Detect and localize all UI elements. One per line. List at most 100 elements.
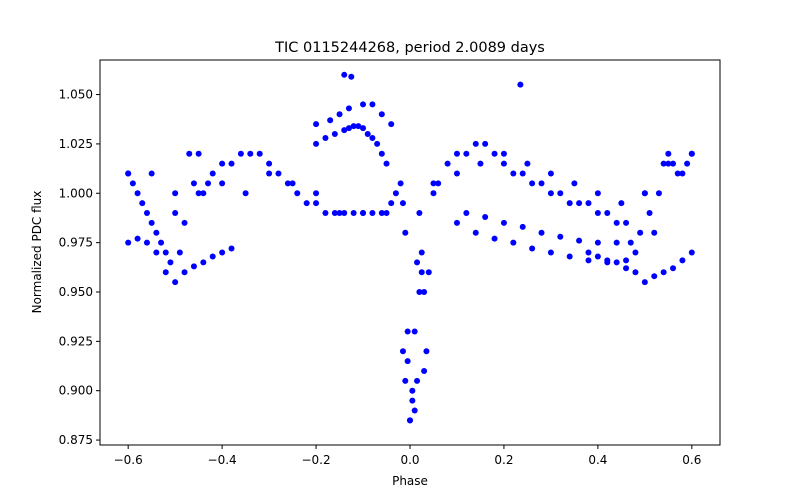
data-point: [355, 123, 362, 130]
data-point: [186, 150, 193, 157]
data-point: [219, 249, 226, 256]
data-point: [491, 150, 498, 157]
data-point: [289, 180, 296, 187]
data-point: [331, 131, 338, 138]
y-tick-label: 1.000: [59, 186, 93, 200]
data-point: [383, 210, 390, 217]
data-point: [472, 140, 479, 147]
data-point: [524, 160, 531, 167]
data-point: [143, 239, 150, 246]
data-point: [162, 249, 169, 256]
data-point: [158, 239, 165, 246]
data-point: [134, 235, 141, 242]
data-point: [623, 219, 630, 226]
data-point: [176, 249, 183, 256]
data-point: [200, 190, 207, 197]
y-axis: 0.875 0.900 0.925 0.950 0.975 1.000 1.025 1.050: [59, 88, 100, 447]
data-point: [219, 160, 226, 167]
data-point: [613, 259, 620, 266]
data-point: [430, 190, 437, 197]
data-point: [181, 219, 188, 226]
data-point: [576, 200, 583, 207]
x-tick-label: 0.2: [494, 453, 513, 467]
data-point: [388, 121, 395, 128]
data-point: [623, 265, 630, 272]
data-point: [665, 150, 672, 157]
data-point: [313, 200, 320, 207]
data-point: [670, 265, 677, 272]
data-point: [688, 150, 695, 157]
data-point: [402, 229, 409, 236]
data-point: [369, 101, 376, 108]
data-point: [364, 131, 371, 138]
data-point: [571, 180, 578, 187]
data-point: [228, 245, 235, 252]
data-point: [350, 123, 357, 130]
data-point: [414, 259, 421, 266]
data-point: [637, 229, 644, 236]
data-point: [500, 160, 507, 167]
data-point: [345, 125, 352, 132]
data-point: [519, 170, 526, 177]
data-point: [660, 160, 667, 167]
data-point: [660, 269, 667, 276]
data-point: [153, 249, 160, 256]
x-axis: −0.6 −0.4 −0.2 0.0 0.2 0.4 0.6: [114, 445, 701, 467]
data-point: [529, 180, 536, 187]
data-point: [322, 210, 329, 217]
data-point: [313, 121, 320, 128]
data-point: [402, 377, 409, 384]
data-point: [463, 210, 470, 217]
x-tick-label: −0.4: [208, 453, 237, 467]
data-point: [425, 269, 432, 276]
data-point: [313, 190, 320, 197]
data-point: [219, 180, 226, 187]
x-tick-label: 0.6: [682, 453, 701, 467]
data-point: [684, 160, 691, 167]
data-point: [423, 348, 430, 355]
data-point: [125, 170, 132, 177]
data-point: [125, 239, 132, 246]
y-tick-label: 0.875: [59, 433, 93, 447]
data-point: [594, 253, 601, 260]
data-point: [651, 273, 658, 280]
x-tick-label: 0.4: [588, 453, 607, 467]
data-point: [414, 377, 421, 384]
data-point: [679, 257, 686, 264]
data-point: [510, 170, 517, 177]
data-point: [418, 249, 425, 256]
data-point: [411, 407, 418, 414]
data-point: [500, 150, 507, 157]
data-point: [557, 233, 564, 240]
data-point: [378, 210, 385, 217]
data-point: [388, 200, 395, 207]
data-point: [294, 190, 301, 197]
data-point: [430, 180, 437, 187]
data-point: [655, 190, 662, 197]
data-point: [416, 288, 423, 295]
data-point: [453, 150, 460, 157]
y-tick-label: 1.050: [59, 88, 93, 102]
data-point: [399, 348, 406, 355]
data-point: [134, 190, 141, 197]
data-point: [148, 219, 155, 226]
data-point: [585, 249, 592, 256]
data-point: [247, 150, 254, 157]
data-point: [519, 223, 526, 230]
data-point: [266, 170, 273, 177]
data-point: [378, 150, 385, 157]
data-point: [360, 101, 367, 108]
data-point: [228, 160, 235, 167]
data-point: [594, 210, 601, 217]
data-point: [604, 210, 611, 217]
data-point: [172, 190, 179, 197]
data-point: [411, 328, 418, 335]
data-point: [397, 180, 404, 187]
data-point: [242, 190, 249, 197]
data-point: [350, 210, 357, 217]
data-point: [341, 210, 348, 217]
data-point: [594, 190, 601, 197]
data-point: [167, 259, 174, 266]
data-point: [200, 259, 207, 266]
